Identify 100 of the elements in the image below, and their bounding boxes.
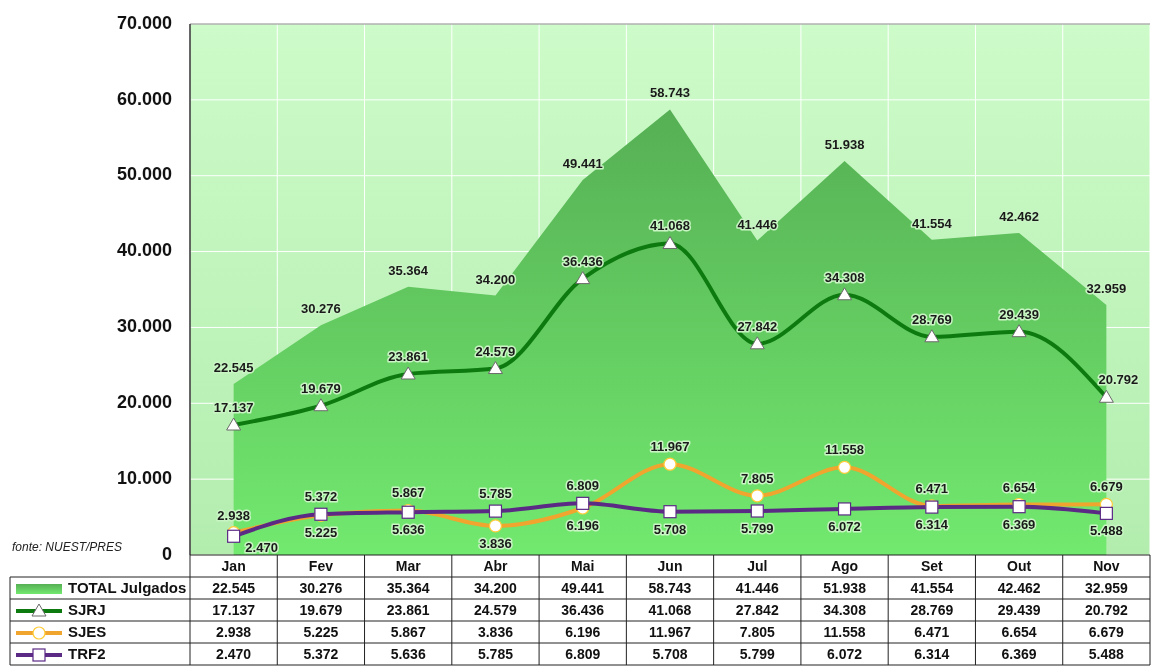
text: 11.558 [825, 442, 865, 458]
y-tick-label: 60.000 [116, 88, 172, 109]
text: 5.225 [304, 525, 338, 541]
x-tick-label: Set [920, 557, 944, 574]
data-label: 5.799 [739, 645, 775, 662]
data-label: 5.488 [1088, 645, 1125, 662]
data-label: 11.967 [648, 623, 692, 640]
legend-label: SJRJ [68, 600, 106, 618]
data-label: 6.196 [565, 623, 601, 640]
data-label: 7.805 [739, 623, 775, 640]
y-tick-label: 50.000 [116, 164, 172, 185]
data-label: 35.364 [386, 579, 430, 596]
data-label: 6.809 [565, 645, 601, 662]
data-label: 19.679 [299, 601, 343, 618]
x-tick-label: Jul [747, 557, 768, 574]
data-label: 3.836 [477, 623, 514, 640]
text: 41.446 [737, 216, 778, 232]
data-label: 6.471 [914, 623, 950, 640]
data-label: 5.636 [390, 645, 426, 662]
data-label: 28.769 [910, 601, 954, 618]
text: 23.861 [388, 349, 429, 364]
data-label: 36.436 [561, 601, 605, 618]
data-label: 6.314 [914, 645, 950, 662]
text: 2.938 [217, 507, 250, 523]
text: 11.967 [650, 439, 690, 455]
text: 6.196 [566, 518, 599, 533]
x-tick-label: Jun [657, 557, 683, 574]
data-label: 20.792 [1084, 601, 1128, 618]
text: 42.462 [999, 208, 1039, 224]
x-tick-label: Mai [571, 557, 595, 574]
text: 6.369 [1002, 516, 1036, 532]
data-label: 5.372 [303, 645, 339, 662]
data-label: 30.276 [299, 579, 343, 596]
data-label: 24.579 [474, 601, 518, 618]
text: 3.836 [479, 535, 512, 551]
y-tick-label: 70.000 [116, 12, 172, 33]
text: 35.364 [388, 262, 429, 278]
data-label: 5.785 [477, 645, 514, 662]
text: 28.769 [911, 311, 952, 327]
data-label: 17.137 [212, 601, 256, 618]
x-tick-label: Out [1007, 557, 1032, 574]
x-tick-label: Jan [221, 557, 246, 574]
text: 19.679 [301, 380, 341, 396]
data-label: 22.545 [212, 579, 256, 596]
data-label: 34.308 [823, 601, 867, 618]
text: 5.867 [391, 485, 425, 501]
text: 7.805 [741, 470, 774, 486]
data-label: 41.554 [910, 579, 954, 596]
text: 17.137 [213, 400, 254, 415]
data-label: 5.867 [390, 623, 426, 640]
data-label: 29.439 [997, 601, 1041, 618]
legend-label: TOTAL Julgados [68, 578, 187, 596]
data-label: 2.470 [216, 645, 252, 662]
data-label: 41.446 [735, 579, 779, 596]
text: 5.488 [1090, 523, 1123, 539]
data-label: 51.938 [823, 579, 867, 596]
data-label: 6.369 [1001, 645, 1037, 662]
text: 51.938 [824, 137, 865, 153]
text: 22.545 [213, 359, 254, 375]
text: 24.579 [475, 343, 516, 359]
data-label: 23.861 [386, 601, 430, 618]
text: 5.785 [479, 486, 512, 502]
text: 34.308 [824, 269, 865, 285]
data-label: 2.938 [216, 623, 252, 640]
text: 6.314 [915, 517, 949, 533]
data-label: 34.200 [474, 579, 518, 596]
text: 5.372 [304, 489, 338, 505]
data-label: 32.959 [1084, 579, 1128, 596]
text: 34.200 [475, 271, 516, 287]
y-tick-label: 20.000 [116, 392, 172, 413]
text: 6.471 [915, 480, 949, 496]
source-note: fonte: NUEST/PRES [12, 540, 123, 554]
y-tick-label: 10.000 [116, 467, 172, 488]
text: 58.743 [650, 85, 690, 101]
y-tick-label: 40.000 [116, 240, 172, 261]
data-label: 5.708 [652, 645, 688, 662]
data-label: 58.743 [648, 579, 692, 596]
text: 20.792 [1098, 372, 1139, 388]
y-tick-label: 30.000 [116, 316, 172, 337]
x-tick-label: Ago [830, 557, 859, 574]
text: 49.441 [562, 155, 603, 171]
text: 2.470 [245, 540, 278, 555]
text: 27.842 [737, 318, 778, 334]
text: 5.799 [741, 521, 774, 537]
text: 41.554 [911, 215, 952, 231]
text: 30.276 [301, 301, 341, 317]
data-label: 42.462 [997, 579, 1041, 596]
text: 5.708 [653, 521, 687, 537]
data-label: 41.068 [648, 601, 692, 618]
text: 6.072 [828, 518, 861, 534]
x-tick-label: Abr [483, 557, 509, 574]
data-label: 27.842 [735, 601, 779, 618]
y-tick-label: 0 [161, 543, 172, 564]
x-tick-label: Mar [395, 557, 422, 574]
text: 5.636 [391, 522, 425, 538]
legend-label: SJES [68, 622, 107, 640]
text: 6.679 [1090, 479, 1123, 495]
text: 41.068 [650, 218, 690, 234]
text: 32.959 [1086, 280, 1127, 296]
data-label: 6.679 [1088, 623, 1125, 640]
